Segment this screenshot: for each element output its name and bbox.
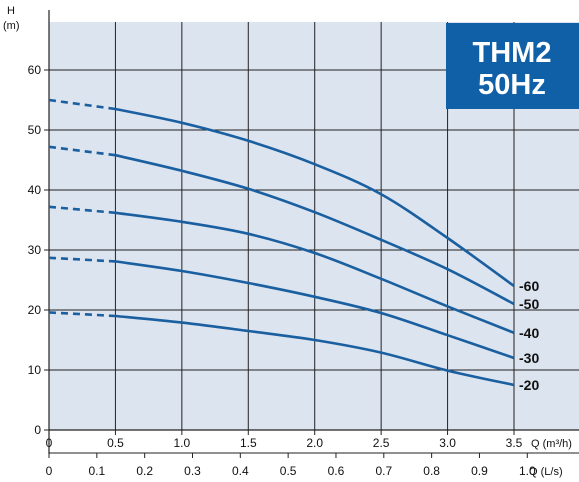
- x-ls-tick-label: 0.5: [280, 464, 297, 478]
- model-badge-box: [446, 23, 579, 109]
- y-axis-ticks: 0 10 20 30 40 50 60: [28, 63, 49, 437]
- x-axis-ls-ticks: 0 0.1 0.2 0.3 0.4 0.5 0.6 0.7 0.8 0.9 1.0: [46, 452, 579, 478]
- x-tick-label: 2.5: [373, 436, 390, 450]
- x-tick-label: 0: [46, 436, 53, 450]
- x-ls-tick-label: 0.8: [423, 464, 440, 478]
- x-ls-tick-label: 0.7: [375, 464, 392, 478]
- x-ls-tick-label: 0.9: [471, 464, 488, 478]
- curve-label: -40: [519, 325, 539, 341]
- model-badge-title: THM2: [473, 37, 552, 69]
- curve-labels: -60 -50 -40 -30 -20: [519, 278, 539, 393]
- curve-solid-segment: [115, 153, 515, 306]
- y-tick-label: 50: [28, 123, 42, 137]
- y-tick-label: 40: [28, 183, 42, 197]
- y-tick-label: 30: [28, 243, 42, 257]
- grid-lines: [48, 10, 579, 454]
- y-tick-label: 10: [28, 363, 42, 377]
- x-tick-label: 3.5: [506, 436, 523, 450]
- x-ls-tick-label: 0.2: [136, 464, 153, 478]
- model-badge-frequency: 50Hz: [478, 69, 546, 101]
- y-tick-label: 60: [28, 63, 42, 77]
- curve-solid-segment: [115, 107, 515, 288]
- x-tick-label: 0.5: [107, 436, 124, 450]
- y-axis-label-h: H: [7, 5, 15, 17]
- y-axis-label-unit: (m): [3, 20, 20, 32]
- y-tick-label: 0: [34, 423, 41, 437]
- x-axis-q-ticks: 0 0.5 1.0 1.5 2.0 2.5 3.0 3.5: [46, 430, 523, 450]
- model-badge: THM2 50Hz: [446, 23, 579, 109]
- x-ls-tick-label: 0.6: [328, 464, 345, 478]
- curve-solid-segment: [115, 314, 515, 387]
- curve-label: -30: [519, 350, 539, 366]
- curve-label: -20: [519, 377, 539, 393]
- x-ls-tick-label: 0.1: [88, 464, 105, 478]
- x-tick-label: 2.0: [306, 436, 323, 450]
- curve-label: -50: [519, 296, 539, 312]
- x-ls-tick-label: 0: [46, 464, 53, 478]
- x-ls-tick-label: 0.4: [232, 464, 249, 478]
- curve-solid-segment: [115, 260, 515, 360]
- x-axis-q-unit-label: Q (m³/h): [531, 438, 572, 450]
- x-tick-label: 3.0: [439, 436, 456, 450]
- x-tick-label: 1.5: [240, 436, 257, 450]
- curve-group: [48, 98, 515, 387]
- x-axis-ls-unit-label: Q (L/s): [529, 466, 563, 478]
- x-ls-tick-label: 0.3: [184, 464, 201, 478]
- y-tick-label: 20: [28, 303, 42, 317]
- curve-solid-segment: [115, 211, 515, 335]
- x-ls-tick-label: 1.0: [519, 464, 536, 478]
- x-tick-label: 1.0: [174, 436, 191, 450]
- curve-label: -60: [519, 278, 539, 294]
